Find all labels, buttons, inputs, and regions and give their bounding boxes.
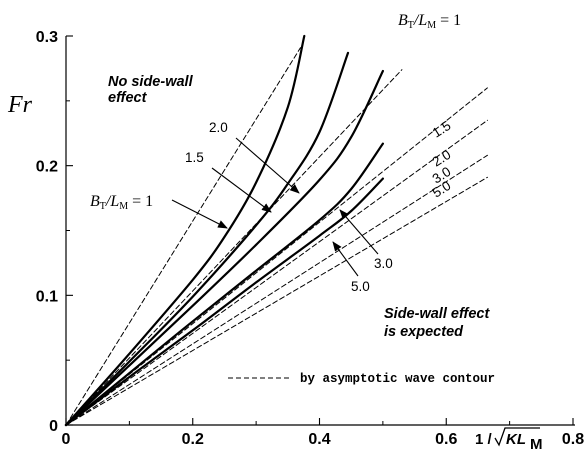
ticks: 0 0.2 0.4 0.6 0.8 0 0.1 0.2 0.3: [36, 29, 584, 448]
left-bt-lm-label: BT/LM = 1: [90, 193, 153, 212]
arrow-3-0: [339, 209, 379, 255]
curve-2-0: [64, 69, 384, 427]
top-label-b: B: [398, 12, 408, 29]
legend-label: by asymptotic wave contour: [300, 372, 495, 386]
arrow-label-1-5: 1.5: [185, 150, 204, 165]
left-label-l: /L: [105, 193, 119, 210]
left-label-rest: = 1: [128, 193, 153, 210]
legend: by asymptotic wave contour: [228, 372, 495, 386]
no-effect-line2: effect: [108, 90, 148, 106]
arrow-2-0: [235, 137, 300, 194]
dash-label-1-5: 1.5: [430, 118, 454, 141]
no-effect-line1: No side-wall: [108, 74, 194, 90]
x-tick-label: 0.2: [182, 431, 204, 448]
top-label-sub-m: M: [427, 20, 436, 31]
top-label-l: /L: [413, 12, 427, 29]
curve-BT-LM-1: [64, 34, 306, 427]
x-axis-label-lead: 1 /: [475, 431, 493, 448]
asymptote-line-5-0: [65, 176, 488, 426]
curve-5-0: [64, 177, 384, 427]
y-tick-label: 0: [49, 418, 58, 435]
x-axis-label-main: KL: [506, 431, 526, 448]
sqrt-symbol: [494, 427, 540, 447]
arrow-5-0: [332, 241, 359, 277]
x-tick-label: 0.8: [562, 431, 584, 448]
left-label-sub-m: M: [119, 201, 128, 212]
y-tick-label: 0.1: [36, 288, 58, 305]
asymptote-line-2-0: [65, 87, 488, 426]
series-layer: [64, 34, 488, 427]
x-tick-label: 0: [62, 431, 71, 448]
top-label-sub-t: T: [408, 20, 414, 31]
left-label-b: B: [90, 193, 100, 210]
x-tick-label: 0.4: [308, 431, 330, 448]
y-axis-label: Fr: [7, 92, 33, 118]
x-axis-label-sub: M: [530, 436, 543, 453]
arrow-1-5: [211, 167, 272, 213]
arrow-label-5-0: 5.0: [351, 279, 370, 294]
asymptote-line-1-5: [65, 69, 403, 426]
left-label-sub-t: T: [100, 201, 106, 212]
x-axis-label: 1 / KL M: [475, 427, 543, 453]
asymptote-line-3-0: [65, 154, 488, 426]
y-tick-label: 0.3: [36, 29, 58, 46]
curve-1-5: [64, 51, 350, 427]
y-tick-label: 0.2: [36, 159, 58, 176]
effect-line1: Side-wall effect: [384, 306, 490, 322]
arrow-label-3-0: 3.0: [374, 256, 393, 271]
curve-3-0: [64, 142, 384, 427]
top-label-rest: = 1: [436, 12, 461, 29]
effect-line2: is expected: [384, 324, 464, 340]
arrow-label-2-0: 2.0: [209, 120, 228, 135]
top-bt-lm-label: BT/LM = 1: [398, 12, 461, 31]
asymptote-line-2-0: [65, 119, 488, 426]
x-tick-label: 0.6: [435, 431, 457, 448]
arrow-bt-1: [171, 199, 228, 229]
asymptote-line-1: [65, 47, 301, 426]
